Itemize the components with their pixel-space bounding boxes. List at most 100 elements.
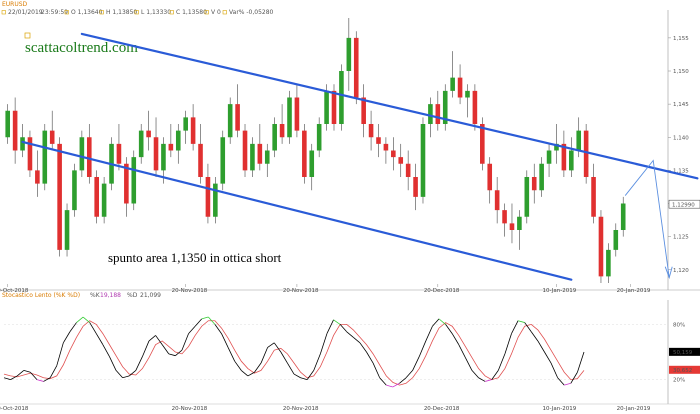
candle-body — [309, 150, 315, 177]
stoch-k-segment — [102, 344, 110, 357]
price-tick-label: 1,120 — [673, 268, 689, 274]
stoch-tick-label: 80% — [673, 322, 685, 328]
candle — [153, 117, 159, 177]
stoch-tick-label: 20% — [673, 378, 685, 384]
stoch-k-segment — [392, 382, 400, 388]
close-checkbox-icon — [169, 10, 174, 15]
projection-arrowhead-icon — [664, 266, 673, 280]
stoch-k-segment — [359, 342, 367, 353]
candle — [294, 84, 300, 138]
candle-body — [620, 203, 626, 230]
candle-body — [405, 163, 411, 177]
stoch-k-segment — [76, 316, 84, 323]
stoch-k-segment — [49, 365, 58, 378]
candle-body — [480, 124, 485, 164]
header-checkbox-icon — [1, 10, 6, 15]
price-tick-label: 1,150 — [673, 69, 689, 75]
stoch-k-segment — [148, 335, 156, 342]
candle-body — [457, 77, 463, 98]
candle-body — [5, 110, 11, 138]
candle-body — [361, 97, 366, 124]
candle-body — [450, 77, 455, 91]
stoch-k-segment — [577, 351, 585, 373]
high-checkbox-icon — [99, 10, 104, 15]
candle-body — [235, 104, 240, 131]
stoch-k-segment — [412, 356, 420, 371]
candle-body — [116, 143, 122, 164]
candle — [101, 177, 107, 224]
stoch-k-segment — [10, 375, 18, 380]
x-tick-label: 20-Nov-2018 — [283, 288, 319, 294]
candle-body — [79, 137, 85, 171]
candle — [64, 203, 70, 257]
stoch-k-segment — [89, 322, 97, 334]
candle — [554, 124, 559, 164]
low-checkbox-icon — [134, 10, 139, 15]
candle — [442, 84, 448, 131]
candle — [346, 18, 352, 91]
candle — [465, 84, 470, 118]
candle-body — [153, 137, 159, 171]
candle — [391, 137, 396, 171]
candle-body — [494, 190, 500, 211]
candle-body — [502, 210, 507, 224]
var-checkbox-icon — [222, 10, 227, 15]
candle — [183, 110, 188, 144]
candle — [57, 137, 62, 257]
x-tick-label: 20-Dec-2018 — [424, 288, 460, 294]
stoch-k-segment — [208, 316, 216, 325]
candle-body — [346, 37, 352, 71]
stoch-k-segment — [188, 325, 196, 334]
stoch-x-tick-label: 20-Nov-2018 — [172, 406, 208, 412]
candle-body — [161, 143, 166, 171]
candle-body — [561, 143, 567, 171]
stoch-x-tick-label: 10-Jan-2019 — [542, 406, 576, 412]
candle-body — [554, 143, 559, 151]
projection-arrow — [624, 159, 673, 280]
stoch-k-segment — [194, 318, 203, 327]
stoch-k-value: 19,188 — [100, 292, 121, 299]
candle — [502, 203, 507, 237]
stoch-k-segment — [293, 373, 301, 379]
stoch-k-segment — [43, 377, 51, 382]
stoch-k-segment — [56, 342, 64, 366]
channel-lower-line — [21, 140, 573, 281]
candle-body — [442, 90, 448, 124]
price-x-axis-ticks: 20-Oct-2018 20-Nov-2018 20-Nov-2018 20-Dec-… — [0, 284, 651, 294]
candle — [531, 163, 537, 204]
candle-body — [42, 130, 48, 184]
stoch-k-segment — [168, 353, 176, 357]
stoch-k-segment — [241, 370, 249, 377]
stoch-k-segment — [478, 377, 486, 382]
watermark-box-icon — [24, 32, 31, 39]
stoch-k-last-label: 50,159 — [673, 350, 693, 356]
stoch-k-segment — [386, 384, 393, 388]
stoch-k-segment — [399, 377, 407, 384]
stoch-k-segment — [36, 379, 44, 382]
candle — [569, 137, 574, 177]
candle-body — [606, 249, 611, 277]
stoch-k-segment — [227, 347, 236, 362]
candle-body — [398, 157, 404, 164]
stoch-d-label: %D — [127, 292, 138, 299]
candle-body — [101, 183, 107, 217]
candle — [35, 150, 40, 197]
candle — [5, 104, 11, 144]
candle — [457, 64, 463, 105]
stoch-k-segment — [313, 353, 321, 371]
candle — [405, 150, 411, 191]
candle-body — [472, 90, 478, 124]
candle — [339, 64, 344, 131]
stoch-k-segment — [16, 370, 25, 377]
stoch-k-segment — [517, 320, 525, 323]
candle-body — [124, 163, 129, 204]
stoch-d-line — [3, 320, 585, 386]
stoch-k-segment — [491, 370, 499, 380]
candle-body — [524, 177, 530, 217]
stoch-k-segment — [306, 370, 315, 380]
candle-body — [376, 137, 381, 144]
stoch-k-last-marker: 50,159 — [669, 347, 700, 356]
candle-body — [569, 150, 574, 171]
candle — [487, 157, 493, 204]
